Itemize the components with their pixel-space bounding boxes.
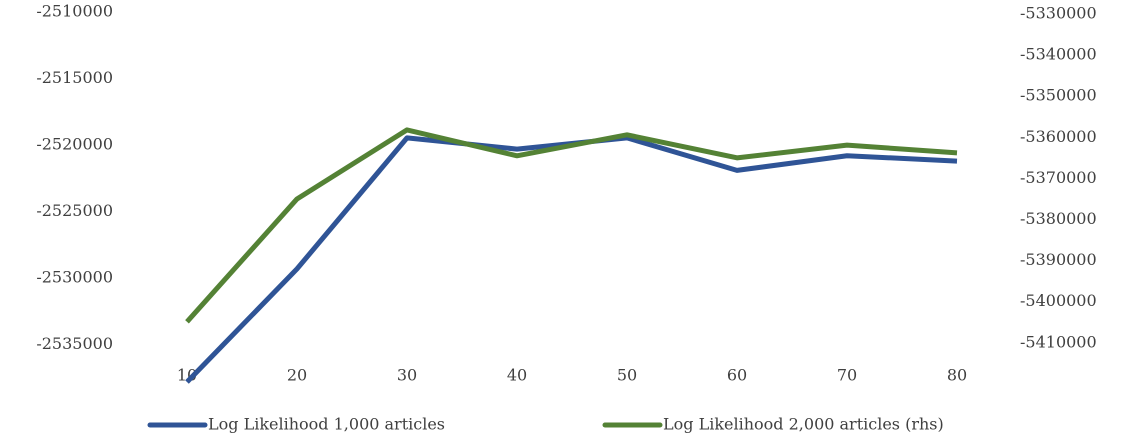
x-tick-label: 40 xyxy=(507,366,527,385)
y-tick-label: -2525000 xyxy=(36,201,113,220)
y-tick-label: -2510000 xyxy=(36,2,113,21)
y2-tick-label: -5340000 xyxy=(1020,45,1097,64)
y2-tick-label: -5380000 xyxy=(1020,209,1097,228)
y2-tick-label: -5400000 xyxy=(1020,291,1097,310)
series-line xyxy=(185,135,958,384)
y2-tick-label: -5410000 xyxy=(1020,332,1097,351)
x-tick-label: 80 xyxy=(947,366,967,385)
y2-tick-label: -5330000 xyxy=(1020,4,1097,23)
x-tick-label: 70 xyxy=(837,366,857,385)
y-tick-label: -2535000 xyxy=(36,334,113,353)
x-tick-label: 50 xyxy=(617,366,637,385)
y-tick-label: -2520000 xyxy=(36,135,113,154)
series-line xyxy=(185,127,958,324)
y2-tick-label: -5360000 xyxy=(1020,127,1097,146)
y-tick-label: -2515000 xyxy=(36,68,113,87)
y2-tick-label: -5350000 xyxy=(1020,86,1097,105)
y-tick-label: -2530000 xyxy=(36,268,113,287)
legend-label: Log Likelihood 2,000 articles (rhs) xyxy=(663,415,944,434)
x-tick-label: 30 xyxy=(397,366,417,385)
x-tick-label: 60 xyxy=(727,366,747,385)
x-tick-label: 20 xyxy=(287,366,307,385)
legend-label: Log Likelihood 1,000 articles xyxy=(208,415,445,434)
y2-tick-label: -5390000 xyxy=(1020,250,1097,269)
y2-tick-label: -5370000 xyxy=(1020,168,1097,187)
